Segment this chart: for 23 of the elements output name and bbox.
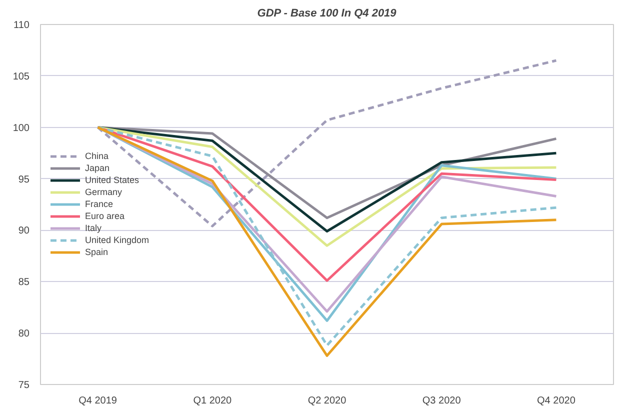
y-tick-label: 100 bbox=[12, 122, 30, 134]
legend-label: Euro area bbox=[85, 210, 125, 222]
y-tick-label: 85 bbox=[18, 277, 30, 288]
y-tick-label: 90 bbox=[18, 226, 30, 237]
x-tick-label: Q4 2019 bbox=[78, 396, 118, 406]
y-tick-label: 105 bbox=[12, 71, 30, 82]
y-tick-label: 75 bbox=[18, 380, 30, 391]
legend-label: Spain bbox=[85, 246, 108, 258]
x-tick-label: Q4 2020 bbox=[537, 396, 576, 406]
y-tick-label: 95 bbox=[18, 174, 30, 186]
x-tick-label: Q2 2020 bbox=[308, 396, 347, 406]
legend-label: Germany bbox=[85, 186, 122, 198]
legend-label: France bbox=[85, 198, 114, 210]
legend-label: Japan bbox=[85, 162, 110, 174]
x-tick-label: Q3 2020 bbox=[422, 396, 462, 406]
legend-label: Italy bbox=[85, 222, 103, 234]
legend-label: China bbox=[85, 150, 109, 162]
y-tick-label: 80 bbox=[18, 328, 30, 340]
legend-label: United States bbox=[85, 174, 140, 186]
legend-label: United Kingdom bbox=[85, 234, 150, 246]
chart-title: GDP - Base 100 In Q4 2019 bbox=[257, 8, 398, 20]
y-tick-label: 110 bbox=[14, 20, 30, 31]
x-tick-label: Q1 2020 bbox=[193, 396, 232, 406]
